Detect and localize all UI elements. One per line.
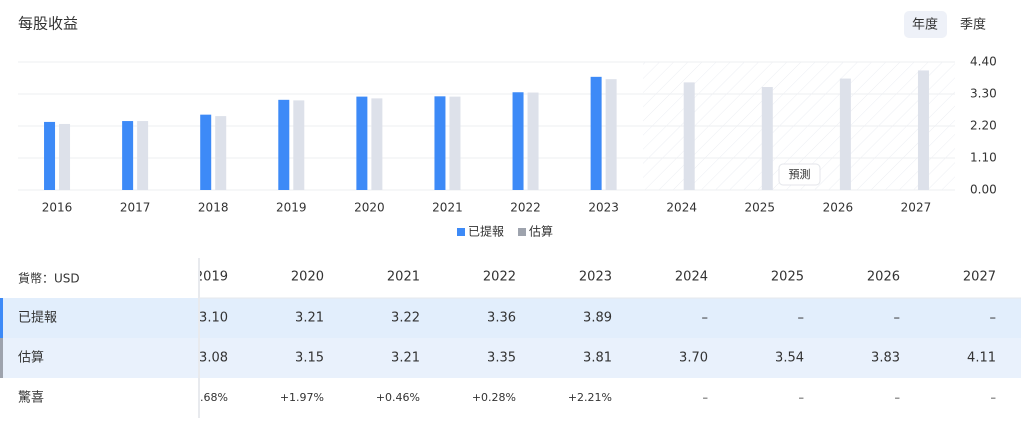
annotation: 預測	[789, 167, 811, 181]
table: 2019 2020 2021 2022 2023 2024 2025 2026 2027 3.10…	[0, 258, 1021, 418]
cell: 4.11	[967, 351, 996, 366]
row-marker	[0, 298, 3, 338]
bar	[200, 114, 212, 190]
bar	[44, 121, 56, 190]
cell: 3.70	[679, 351, 708, 366]
cell: 3.15	[295, 351, 324, 366]
bar	[527, 92, 539, 190]
y-tick-label: 4.40	[970, 55, 997, 69]
row-marker	[0, 338, 3, 378]
x-tick-label: 2024	[666, 201, 697, 215]
bar	[761, 87, 773, 190]
legend-label: 估算	[529, 224, 553, 239]
cell: 3.10	[199, 311, 228, 326]
y-tick-label: 0.00	[970, 183, 997, 197]
bar	[122, 121, 134, 190]
cell: –	[702, 311, 709, 326]
x-tick-label: 2027	[901, 201, 932, 215]
tab[interactable]: 年度	[912, 17, 938, 33]
column-header: 2026	[867, 270, 900, 285]
cell: 3.21	[391, 351, 420, 366]
bar	[278, 99, 290, 190]
bar	[371, 98, 383, 190]
cell: 3.81	[583, 351, 612, 366]
column-header: 2021	[387, 270, 420, 285]
cell: +1.97%	[280, 391, 324, 404]
cell: –	[703, 391, 709, 404]
x-tick-label: 2016	[42, 201, 73, 215]
label-bg	[0, 298, 198, 338]
annotation-box	[778, 163, 821, 186]
cell: –	[799, 391, 805, 404]
bar	[356, 96, 368, 190]
bar	[512, 92, 524, 190]
bar	[917, 70, 929, 190]
cell: –	[990, 311, 997, 326]
cell: 3.35	[487, 351, 516, 366]
cell: 3.89	[583, 311, 612, 326]
cell: 3.83	[871, 351, 900, 366]
column-header: 2022	[483, 270, 516, 285]
row-label: 驚喜	[18, 390, 44, 406]
tab-bg[interactable]	[904, 11, 947, 38]
cell: –	[894, 311, 901, 326]
bar	[590, 76, 602, 190]
x-tick-label: 2020	[354, 201, 385, 215]
x-tick-label: 2021	[432, 201, 463, 215]
column-header: 2020	[291, 270, 324, 285]
y-tick-label: 1.10	[970, 151, 997, 165]
x-tick-label: 2018	[198, 201, 229, 215]
y-tick-label: 2.20	[970, 119, 997, 133]
x-tick-label: 2026	[823, 201, 854, 215]
label-bg	[0, 378, 198, 418]
column-header: 2019	[195, 270, 228, 285]
x-tick-label: 2022	[510, 201, 541, 215]
x-tick-label: 2023	[588, 201, 619, 215]
x-tick-label: 2025	[745, 201, 776, 215]
bar	[683, 82, 695, 190]
chart: 0.00 1.10 2.20 3.30 4.40 2016 2017 2018 2019 2020…	[18, 55, 997, 239]
tab[interactable]: 季度	[960, 17, 986, 33]
bar	[605, 79, 617, 190]
bar	[293, 100, 305, 190]
cell: 3.21	[295, 311, 324, 326]
row-label: 估算	[18, 351, 44, 366]
legend-label: 已提報	[468, 224, 504, 239]
column-header: 2024	[675, 270, 708, 285]
column-header: 2027	[963, 270, 996, 285]
cell: 3.36	[487, 311, 516, 326]
cell: –	[895, 391, 901, 404]
x-tick-label: 2017	[120, 201, 151, 215]
cell: 3.22	[391, 311, 420, 326]
cell: –	[991, 391, 997, 404]
column-header: 2023	[579, 270, 612, 285]
row-label: 已提報	[18, 310, 57, 326]
label-bg	[0, 258, 198, 298]
y-tick-label: 3.30	[970, 87, 997, 101]
x-tick-label: 2019	[276, 201, 307, 215]
legend-swatch	[457, 228, 465, 236]
bar	[434, 96, 446, 190]
bar	[449, 96, 461, 190]
table-header: 貨幣：USD	[18, 271, 80, 286]
cell: 3.54	[775, 351, 804, 366]
cell: +0.46%	[376, 391, 420, 404]
cell: +0.28%	[472, 391, 516, 404]
bar	[137, 121, 149, 190]
bar	[215, 116, 227, 190]
cell: +2.21%	[568, 391, 612, 404]
cell: 3.08	[199, 351, 228, 366]
label-bg	[0, 338, 198, 378]
title: 每股收益	[18, 15, 78, 33]
legend-swatch	[518, 228, 527, 236]
cell: –	[798, 311, 805, 326]
bar	[839, 78, 851, 190]
bar	[59, 123, 71, 190]
column-header: 2025	[771, 270, 804, 285]
